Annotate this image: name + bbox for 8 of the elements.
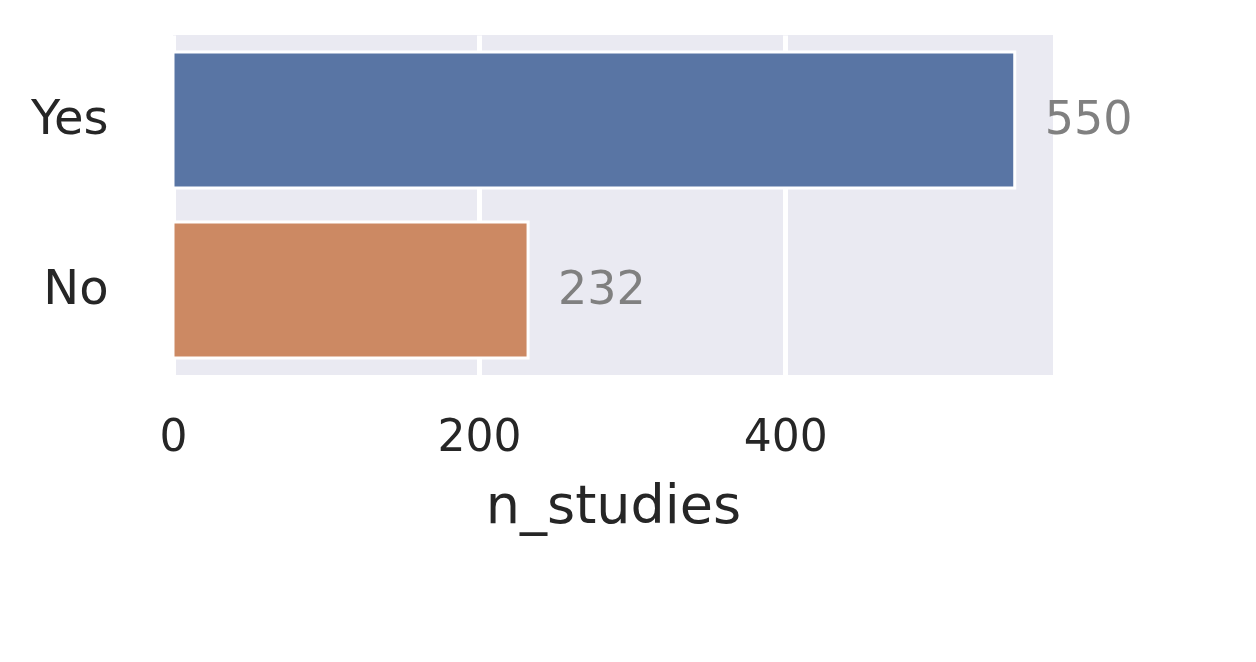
data-label: 232: [558, 261, 646, 315]
y-tick-label: Yes: [30, 89, 109, 145]
x-tick-label: 400: [743, 409, 828, 461]
x-tick-label: 200: [437, 409, 522, 461]
x-tick-label: 0: [159, 409, 188, 461]
data-label: 550: [1044, 91, 1133, 145]
x-axis-title: n_studies: [485, 472, 742, 536]
y-tick-label: No: [43, 259, 109, 315]
